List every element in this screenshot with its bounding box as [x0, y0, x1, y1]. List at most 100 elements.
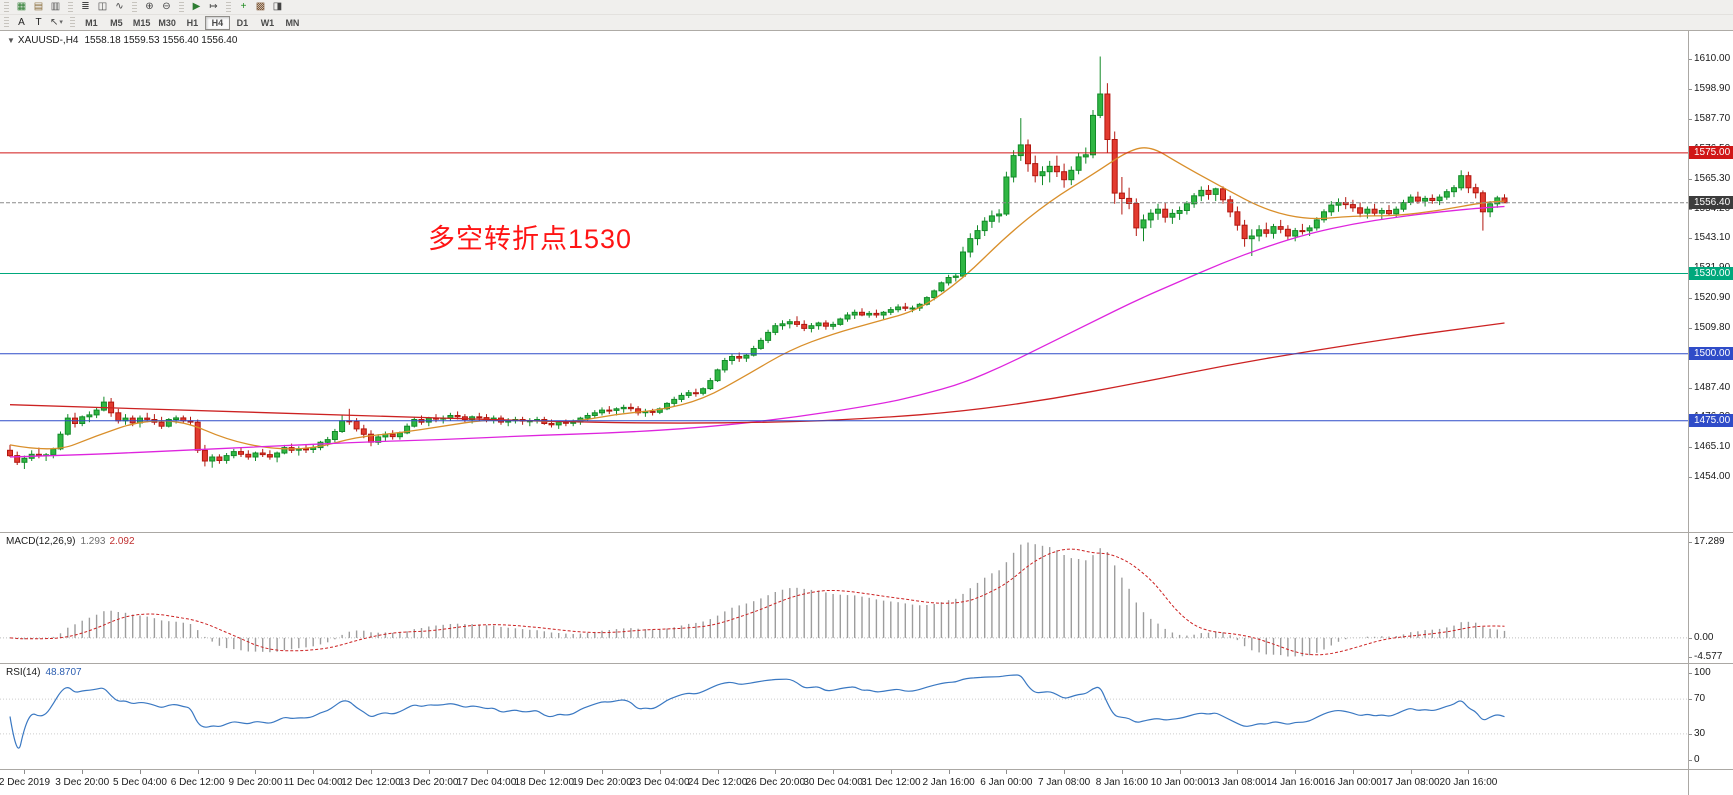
price-scale-label: 1598.90: [1694, 82, 1731, 94]
time-axis-label: 11 Dec 04:00: [283, 777, 343, 788]
price-scale-label: 1610.00: [1694, 53, 1731, 65]
macd-title: MACD(12,26,9) 1.293 2.092: [6, 536, 135, 547]
candlestick-chart-icon[interactable]: ◫: [97, 1, 108, 12]
dropdown-caret-icon[interactable]: ▾: [59, 19, 63, 26]
timeframe-h4[interactable]: H4: [204, 15, 230, 30]
macd-signal-value: 2.092: [109, 536, 135, 547]
toolbar-grip[interactable]: [4, 1, 9, 13]
timeframe-mn[interactable]: MN: [285, 17, 300, 28]
scale-tick: [1689, 542, 1692, 543]
toolbar-grip[interactable]: [68, 1, 73, 13]
macd-scale-zero: 0.00: [1694, 631, 1714, 643]
rsi-indicator-pane[interactable]: RSI(14) 48.8707: [0, 664, 1688, 769]
time-tick: [24, 770, 26, 774]
tile-windows-icon[interactable]: ◨: [272, 1, 283, 12]
timeframe-d1[interactable]: D1: [236, 17, 249, 28]
time-axis-label: 14 Jan 16:00: [1266, 777, 1325, 788]
time-tick: [1237, 770, 1239, 774]
time-tick: [948, 770, 950, 774]
chart-shift-icon[interactable]: ↦: [209, 1, 218, 12]
ma-slow-line: [9, 322, 1505, 424]
scale-tick: [1689, 297, 1692, 299]
scale-tick: [1689, 699, 1692, 701]
time-axis-label: 3 Dec 20:00: [55, 777, 110, 788]
time-axis-label: 17 Dec 04:00: [456, 777, 517, 788]
rsi-label: RSI(14): [6, 667, 41, 678]
pane-separator[interactable]: [0, 663, 1733, 664]
macd-signal-line: [9, 548, 1505, 656]
toolbar-grip[interactable]: [132, 1, 137, 13]
new-chart-icon[interactable]: ▦: [16, 1, 27, 12]
timeframe-m1[interactable]: M1: [85, 17, 98, 28]
support-1475-badge: 1475.00: [1689, 414, 1733, 428]
zoom-out-icon[interactable]: ⊖: [162, 1, 171, 12]
time-tick: [313, 770, 315, 774]
time-tick: [602, 770, 604, 774]
chart-profiles-icon[interactable]: ▤: [33, 1, 44, 12]
market-watch-icon[interactable]: ▥: [50, 1, 61, 12]
price-scale[interactable]: 1610.001598.901587.701576.501565.301554.…: [1689, 31, 1733, 795]
time-axis-label: 13 Dec 20:00: [399, 777, 459, 788]
scale-tick: [1689, 59, 1692, 61]
scale-tick: [1689, 447, 1692, 449]
font-tool-icon[interactable]: A: [18, 16, 25, 28]
time-axis-label: 31 Dec 12:00: [861, 777, 921, 788]
time-axis-label: 6 Jan 00:00: [980, 777, 1033, 788]
time-tick: [1410, 770, 1412, 774]
indicators-icon[interactable]: +: [240, 1, 247, 12]
line-chart-icon[interactable]: ∿: [115, 1, 124, 12]
scale-tick: [1689, 673, 1692, 674]
rsi-title: RSI(14) 48.8707: [6, 667, 82, 678]
auto-scroll-icon[interactable]: ▶: [192, 1, 201, 12]
chart-annotation-text[interactable]: 多空转折点1530: [428, 224, 633, 254]
toolbar-grip[interactable]: [226, 1, 231, 13]
ma-mid-line: [9, 205, 1505, 458]
rsi-scale-label: 0: [1694, 754, 1700, 765]
price-scale-label: 1543.10: [1694, 232, 1731, 244]
bar-chart-icon[interactable]: ≣: [81, 1, 90, 12]
macd-indicator-pane[interactable]: MACD(12,26,9) 1.293 2.092: [0, 533, 1688, 663]
zoom-in-icon[interactable]: ⊕: [145, 1, 154, 12]
toolbar-linestudies-timeframes: A T ↖ ▾ M1 M5 M15 M30 H1 H4 D1 W1 MN: [0, 15, 1733, 31]
time-axis-label: 18 Dec 12:00: [514, 777, 575, 788]
scale-tick: [1689, 238, 1692, 240]
time-tick: [1295, 770, 1297, 774]
time-tick: [197, 770, 199, 774]
price-chart-pane[interactable]: ▼ XAUUSD-,H4 1558.18 1559.53 1556.40 1556.…: [0, 31, 1688, 532]
toolbar-grip[interactable]: [179, 1, 184, 13]
scale-separator: [1688, 31, 1689, 795]
timeframe-w1[interactable]: W1: [260, 17, 275, 28]
timeframe-m15[interactable]: M15: [132, 17, 151, 28]
time-tick: [1006, 770, 1008, 774]
scale-tick: [1689, 760, 1692, 761]
timeframe-m30[interactable]: M30: [158, 17, 176, 28]
shapes-tool-icon[interactable]: ↖ ▾: [50, 16, 63, 28]
candles-layer: [7, 56, 1508, 469]
toolbar-grip[interactable]: [4, 17, 9, 28]
time-tick: [775, 770, 777, 774]
expand-arrow-icon[interactable]: ▼: [7, 36, 15, 45]
ohlc-values: 1558.18 1559.53 1556.40 1556.40: [84, 35, 238, 46]
text-label-tool-icon[interactable]: T: [35, 16, 42, 28]
current-price-badge: 1556.40: [1689, 196, 1733, 210]
templates-icon[interactable]: ▩: [255, 1, 266, 12]
timeframe-m5[interactable]: M5: [110, 17, 123, 28]
scale-tick: [1689, 118, 1692, 120]
toolbar-grip[interactable]: [69, 17, 75, 28]
timeframe-h1[interactable]: H1: [186, 17, 199, 28]
scale-tick: [1689, 477, 1692, 479]
time-axis-label: 20 Jan 16:00: [1439, 777, 1498, 788]
support-1500-badge: 1500.00: [1689, 347, 1733, 361]
price-scale-label: 1565.30: [1694, 172, 1731, 184]
rsi-scale-label: 100: [1694, 667, 1711, 678]
toolbar-standard: ▦ ▤ ▥ ≣ ◫ ∿ ⊕ ⊖ ▶ ↦ + ▩ ◨: [0, 0, 1733, 15]
time-axis-label: 26 Dec 20:00: [745, 777, 806, 788]
time-axis[interactable]: 2 Dec 2019 3 Dec 20:00 5 Dec 04:00 6 Dec 12…: [0, 770, 1688, 795]
macd-label: MACD(12,26,9): [6, 536, 76, 547]
time-axis-label: 5 Dec 04:00: [112, 777, 167, 788]
time-tick: [1064, 770, 1066, 774]
time-axis-label: 9 Dec 20:00: [228, 777, 283, 788]
price-scale-label: 1454.00: [1694, 471, 1731, 483]
pane-separator[interactable]: [0, 532, 1733, 533]
